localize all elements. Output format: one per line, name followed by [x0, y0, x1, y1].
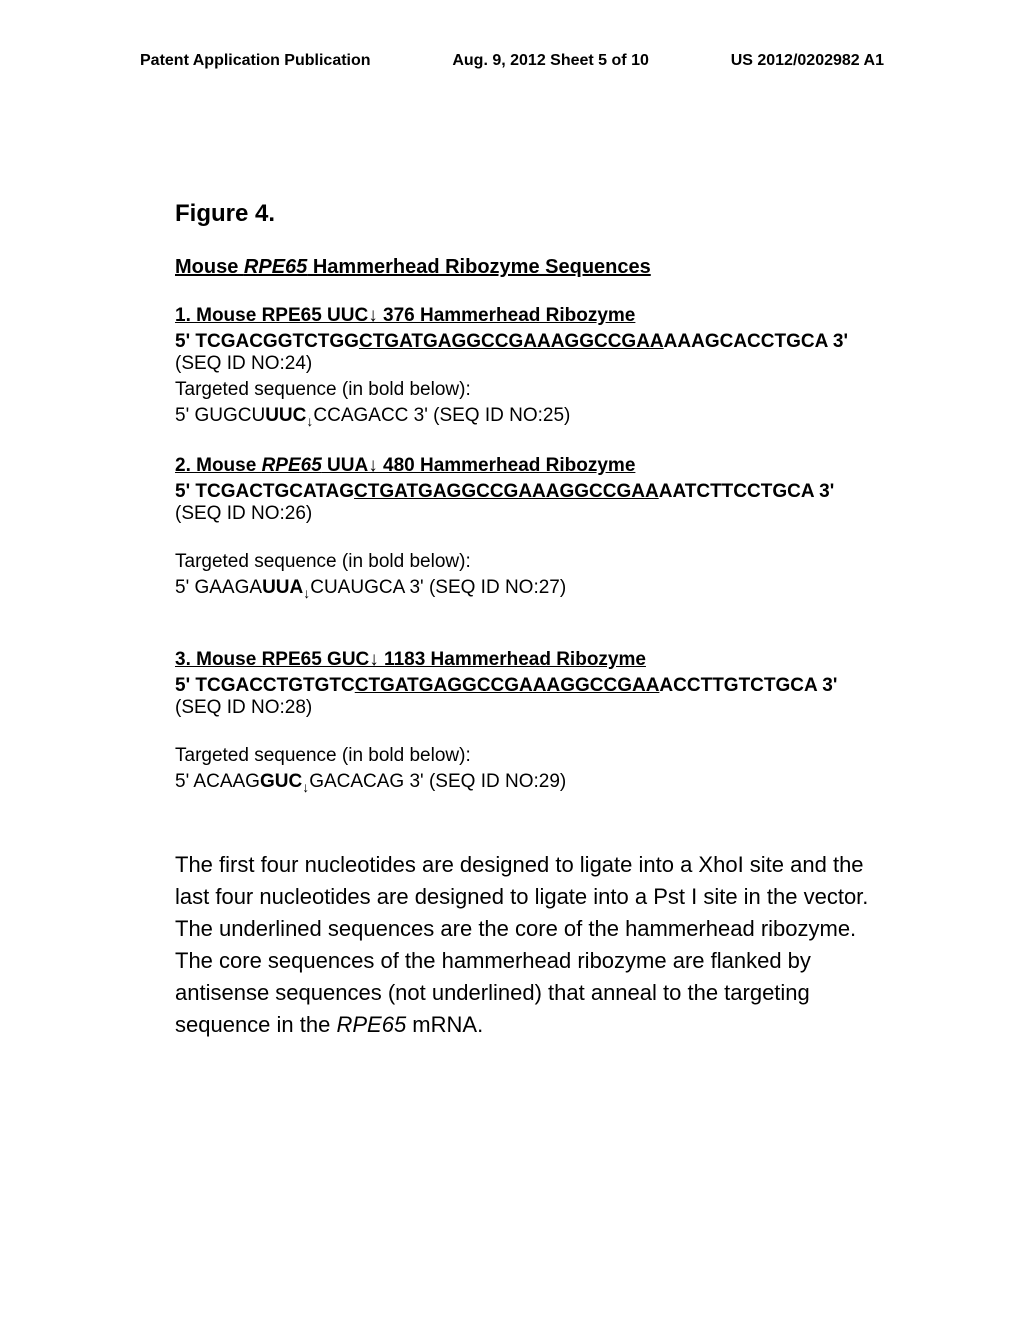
- ribozyme-1-block: 1. Mouse RPE65 UUC↓ 376 Hammerhead Riboz…: [175, 305, 884, 429]
- ribozyme-3-block: 3. Mouse RPE65 GUC↓ 1183 Hammerhead Ribo…: [175, 649, 884, 719]
- ribozyme-2-sequence: 5' TCGACTGCATAGCTGATGAGGCCGAAAGGCCGAAAAT…: [175, 481, 884, 525]
- r2-title-gene: RPE65: [262, 455, 322, 476]
- targ-post: CCAGACC 3' (SEQ ID NO:25): [313, 405, 570, 426]
- targ-bold: GUC: [260, 771, 302, 792]
- ribozyme-2-target-seq: 5' GAAGAUUA↓CUAUGCA 3' (SEQ ID NO:27): [175, 577, 884, 601]
- targ-pre: 5' ACAAG: [175, 771, 260, 792]
- seq-id: (SEQ ID NO:28): [175, 697, 312, 718]
- section-title-gene: RPE65: [244, 256, 307, 278]
- para-gene: RPE65: [336, 1012, 406, 1037]
- explanation-paragraph: The first four nucleotides are designed …: [175, 849, 884, 1040]
- ribozyme-3-title: 3. Mouse RPE65 GUC↓ 1183 Hammerhead Ribo…: [175, 649, 884, 671]
- para-b: mRNA.: [406, 1012, 483, 1037]
- targ-pre: 5' GAAGA: [175, 577, 262, 598]
- seq-pre: 5' TCGACTGCATAG: [175, 481, 354, 502]
- seq-id: (SEQ ID NO:24): [175, 353, 312, 374]
- seq-post: AATCTTCCTGCA 3': [659, 481, 835, 502]
- seq-id: (SEQ ID NO:26): [175, 503, 312, 524]
- seq-core: CTGATGAGGCCGAAAGGCCGAA: [359, 331, 664, 352]
- targ-bold: UUA: [262, 577, 303, 598]
- ribozyme-1-target-label: Targeted sequence (in bold below):: [175, 379, 884, 401]
- page-header: Patent Application Publication Aug. 9, 2…: [140, 52, 884, 70]
- ribozyme-3-target-block: Targeted sequence (in bold below): 5' AC…: [175, 745, 884, 795]
- targ-post: CUAUGCA 3' (SEQ ID NO:27): [310, 577, 566, 598]
- section-title-pre: Mouse: [175, 256, 244, 278]
- header-right: US 2012/0202982 A1: [731, 52, 884, 70]
- figure-title: Figure 4.: [175, 200, 884, 228]
- seq-pre: 5' TCGACCTGTGTC: [175, 675, 355, 696]
- seq-pre: 5' TCGACGGTCTGG: [175, 331, 359, 352]
- ribozyme-1-sequence: 5' TCGACGGTCTGGCTGATGAGGCCGAAAGGCCGAAAAA…: [175, 331, 884, 375]
- header-left: Patent Application Publication: [140, 52, 371, 70]
- header-mid: Aug. 9, 2012 Sheet 5 of 10: [452, 52, 649, 70]
- targ-bold: UUC: [265, 405, 306, 426]
- para-a: The first four nucleotides are designed …: [175, 852, 868, 1036]
- ribozyme-2-target-label: Targeted sequence (in bold below):: [175, 551, 884, 573]
- targ-pre: 5' GUGCU: [175, 405, 265, 426]
- section-title-post: Hammerhead Ribozyme Sequences: [307, 256, 650, 278]
- r2-title-pre: 2. Mouse: [175, 455, 262, 476]
- seq-core: CTGATGAGGCCGAAAGGCCGAA: [355, 675, 660, 696]
- targ-post: GACACAG 3' (SEQ ID NO:29): [309, 771, 566, 792]
- seq-core: CTGATGAGGCCGAAAGGCCGAA: [354, 481, 659, 502]
- seq-post: AAAGCACCTGCA 3': [664, 331, 848, 352]
- ribozyme-1-target-seq: 5' GUGCUUUC↓CCAGACC 3' (SEQ ID NO:25): [175, 405, 884, 429]
- ribozyme-1-title: 1. Mouse RPE65 UUC↓ 376 Hammerhead Riboz…: [175, 305, 884, 327]
- ribozyme-3-sequence: 5' TCGACCTGTGTCCTGATGAGGCCGAAAGGCCGAAACC…: [175, 675, 884, 719]
- ribozyme-2-title: 2. Mouse RPE65 UUA↓ 480 Hammerhead Riboz…: [175, 455, 884, 477]
- ribozyme-2-target-block: Targeted sequence (in bold below): 5' GA…: [175, 551, 884, 601]
- section-title: Mouse RPE65 Hammerhead Ribozyme Sequence…: [175, 256, 884, 279]
- r2-title-post: UUA↓ 480 Hammerhead Ribozyme: [322, 455, 636, 476]
- ribozyme-3-target-seq: 5' ACAAGGUC↓GACACAG 3' (SEQ ID NO:29): [175, 771, 884, 795]
- ribozyme-2-block: 2. Mouse RPE65 UUA↓ 480 Hammerhead Riboz…: [175, 455, 884, 525]
- seq-post: ACCTTGTCTGCA 3': [659, 675, 837, 696]
- ribozyme-3-target-label: Targeted sequence (in bold below):: [175, 745, 884, 767]
- content-area: Figure 4. Mouse RPE65 Hammerhead Ribozym…: [175, 200, 884, 1041]
